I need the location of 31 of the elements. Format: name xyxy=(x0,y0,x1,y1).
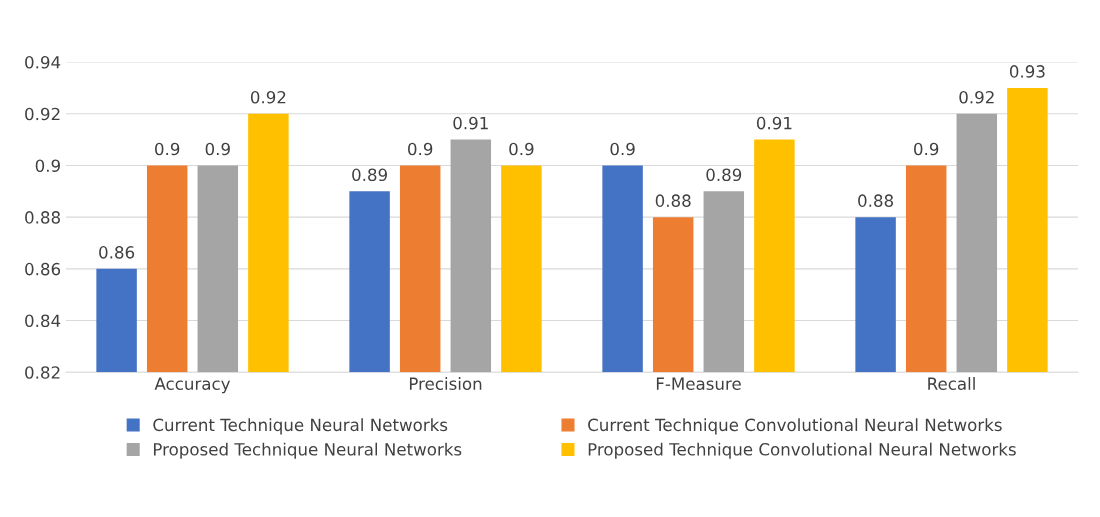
data-label: 0.92 xyxy=(959,90,994,104)
y-tick-label: 0.84 xyxy=(25,314,61,328)
legend-label: Proposed Technique Neural Networks xyxy=(153,442,462,459)
y-tick-label: 0.94 xyxy=(25,56,61,69)
data-label: 0.9 xyxy=(408,142,433,156)
legend-label: Current Technique Neural Networks xyxy=(153,418,448,435)
data-label: 0.89 xyxy=(706,168,742,182)
legend-label: Proposed Technique Convolutional Neural Networks xyxy=(588,442,1016,459)
data-label: 0.88 xyxy=(858,194,894,207)
y-tick-label: 0.82 xyxy=(25,366,60,379)
legend-label: Current Technique Convolutional Neural Networks xyxy=(588,418,1002,435)
x-tick-label: Accuracy xyxy=(154,377,231,394)
y-tick-label: 0.86 xyxy=(25,262,61,276)
x-tick-label: Recall xyxy=(928,377,975,390)
data-label: 0.89 xyxy=(352,168,387,182)
data-label: 0.9 xyxy=(205,142,230,156)
data-label: 0.9 xyxy=(914,142,939,156)
data-label: 0.9 xyxy=(509,142,534,156)
data-label: 0.88 xyxy=(655,194,691,207)
data-label: 0.9 xyxy=(610,142,635,156)
data-label: 0.92 xyxy=(250,90,286,104)
y-tick-label: 0.9 xyxy=(35,159,60,173)
x-tick-label: Precision xyxy=(409,377,482,390)
y-tick-label: 0.92 xyxy=(25,107,60,121)
data-label: 0.93 xyxy=(1009,65,1045,78)
data-label: 0.91 xyxy=(453,116,488,130)
x-tick-label: F-Measure xyxy=(656,377,741,390)
data-label: 0.91 xyxy=(756,116,792,130)
data-label: 0.9 xyxy=(155,142,180,156)
data-label: 0.86 xyxy=(99,246,135,259)
y-tick-label: 0.88 xyxy=(25,211,60,224)
